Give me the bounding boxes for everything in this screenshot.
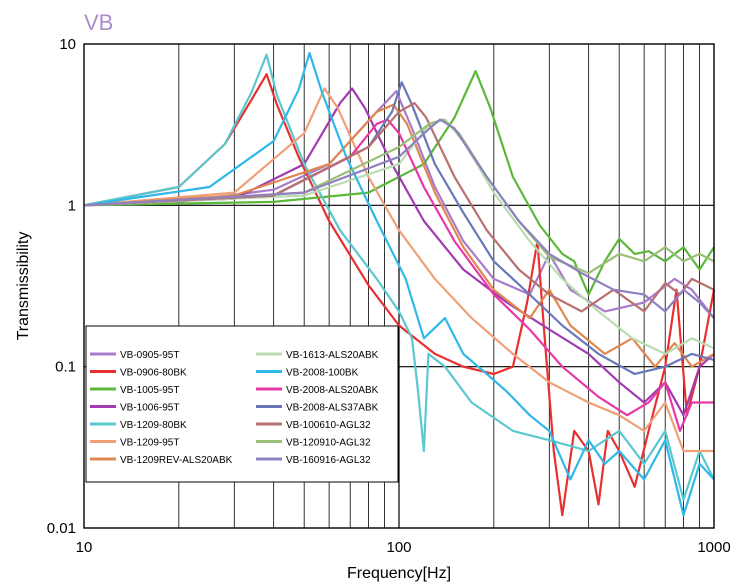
legend-label: VB-2008-ALS20ABK	[286, 385, 379, 396]
series-lines	[83, 51, 716, 517]
x-tick-label: 10	[76, 539, 93, 556]
legend-label: VB-1209-95T	[120, 438, 179, 449]
legend-label: VB-2008-ALS37ABK	[286, 403, 379, 414]
x-tick-label: 100	[386, 539, 411, 556]
series-line	[83, 118, 715, 355]
series-line	[83, 87, 715, 417]
x-axis-label: Frequency[Hz]	[347, 565, 451, 582]
series-line	[83, 118, 715, 319]
legend-label: VB-1209REV-ALS20ABK	[120, 455, 233, 466]
series-line	[83, 102, 715, 313]
legend-label: VB-160916-AGL32	[286, 455, 371, 466]
chart-title: VB	[84, 10, 113, 35]
legend-label: VB-1005-95T	[120, 385, 179, 396]
series-line	[83, 69, 715, 296]
series-line	[83, 53, 715, 501]
legend-label: VB-1209-80BK	[120, 420, 187, 431]
legend-label: VB-1006-95T	[120, 403, 179, 414]
series-line	[83, 118, 714, 432]
legend: VB-0905-95T VB-0906-80BK VB-1005-95T VB-100…	[85, 325, 399, 483]
legend-label: VB-1613-ALS20ABK	[286, 350, 379, 361]
legend-box	[85, 325, 399, 483]
y-tick-label: 10	[59, 36, 76, 53]
y-tick-label: 0.01	[47, 520, 76, 537]
series-line	[83, 81, 715, 376]
legend-label: VB-100610-AGL32	[286, 420, 371, 431]
legend-label: VB-120910-AGL32	[286, 438, 371, 449]
series-line	[83, 87, 714, 453]
y-tick-label: 1	[68, 197, 76, 214]
series-line	[83, 51, 715, 517]
y-axis-label: Transmissibility	[15, 232, 32, 341]
y-tick-label: 0.1	[55, 359, 76, 376]
tick-labels: 10 100 1000 0.01 0.1 1 10	[47, 36, 731, 556]
legend-label: VB-0905-95T	[120, 350, 179, 361]
x-tick-label: 1000	[697, 539, 730, 556]
plot-frame	[83, 43, 715, 529]
legend-label: VB-0906-80BK	[120, 368, 187, 379]
series-line	[83, 103, 715, 368]
legend-label: VB-2008-100BK	[286, 368, 359, 379]
